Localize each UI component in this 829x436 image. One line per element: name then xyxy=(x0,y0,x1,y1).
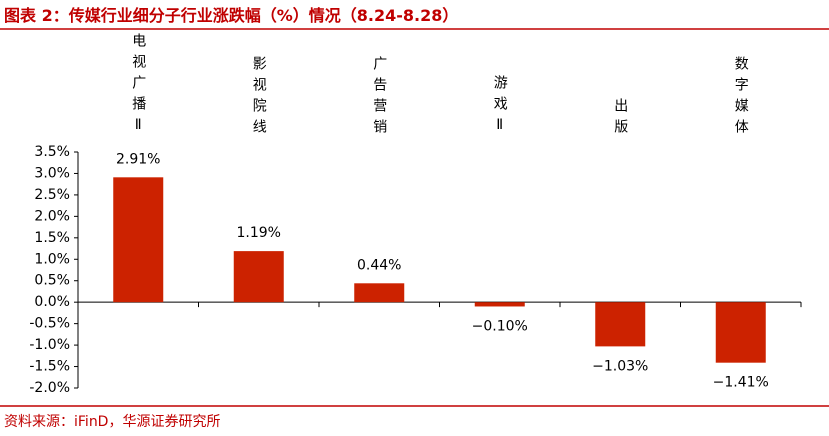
y-tick-label: 0.0% xyxy=(34,294,70,310)
x-tick-label: 出版 xyxy=(612,98,628,140)
source-note: 资料来源：iFinD，华源证券研究所 xyxy=(4,414,220,430)
bar xyxy=(595,302,646,347)
value-label: 0.44% xyxy=(357,257,401,273)
value-label: −1.03% xyxy=(592,358,648,374)
value-label: 1.19% xyxy=(237,225,281,241)
y-tick-label: 1.5% xyxy=(34,230,70,246)
y-tick-label: 2.0% xyxy=(34,208,70,224)
y-tick-label: 3.5% xyxy=(34,144,70,160)
x-tick-label: 电视广播Ⅱ xyxy=(130,33,146,140)
x-tick-label: 影视院线 xyxy=(251,56,267,140)
value-label: −1.41% xyxy=(713,375,769,391)
x-tick-label: 广告营销 xyxy=(371,56,387,140)
bar xyxy=(113,177,164,303)
y-tick-label: 2.5% xyxy=(34,187,70,203)
y-tick-label: 1.0% xyxy=(34,251,70,267)
bar xyxy=(474,302,525,307)
y-tick-label: -0.5% xyxy=(29,316,70,332)
x-tick-label: 数字媒体 xyxy=(733,56,749,140)
y-tick-label: -1.5% xyxy=(29,359,70,375)
y-tick-label: 3.0% xyxy=(34,165,70,181)
bar xyxy=(354,283,405,303)
chart-title: 图表 2：传媒行业细分子行业涨跌幅（%）情况（8.24-8.28） xyxy=(4,6,458,25)
bar xyxy=(715,302,766,363)
value-label: −0.10% xyxy=(472,318,528,334)
y-tick-label: 0.5% xyxy=(34,273,70,289)
bar xyxy=(233,251,284,303)
y-tick-label: -1.0% xyxy=(29,337,70,353)
y-tick-label: -2.0% xyxy=(29,380,70,396)
x-tick-label: 游戏Ⅱ xyxy=(492,75,508,140)
value-label: 2.91% xyxy=(116,151,160,167)
